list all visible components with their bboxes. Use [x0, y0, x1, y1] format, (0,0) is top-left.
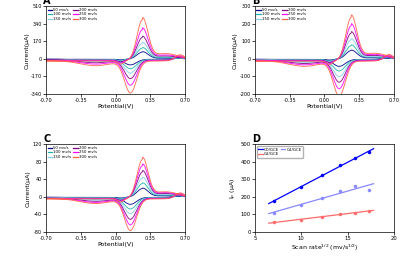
Legend: 50 mv/s, 100 mv/s, 150 mv/s, 200 mv/s, 250 mv/s, 300 mv/s: 50 mv/s, 100 mv/s, 150 mv/s, 200 mv/s, 2…: [47, 8, 98, 21]
Point: [366, 188, 372, 192]
Point: [336, 162, 343, 167]
Legend: G0/GCE, G2/GCE, G1/GCE: G0/GCE, G2/GCE, G1/GCE: [257, 146, 303, 157]
Text: B: B: [252, 0, 259, 6]
Legend: 50 mv/s, 100 mv/s, 150 mv/s, 200 mv/s, 250 mv/s, 300 mv/s: 50 mv/s, 100 mv/s, 150 mv/s, 200 mv/s, 2…: [256, 8, 307, 21]
Point: [352, 211, 358, 215]
Point: [298, 185, 304, 189]
Point: [298, 218, 304, 222]
Point: [271, 199, 277, 203]
Legend: 50 mv/s, 100 mv/s, 150 mv/s, 200 mv/s, 250 mv/s, 300 mv/s: 50 mv/s, 100 mv/s, 150 mv/s, 200 mv/s, 2…: [47, 146, 98, 159]
Point: [319, 215, 325, 219]
Point: [271, 211, 277, 215]
X-axis label: Potential(V): Potential(V): [97, 104, 134, 109]
Text: A: A: [43, 0, 51, 6]
Y-axis label: I$_p$ (μA): I$_p$ (μA): [229, 177, 239, 199]
Point: [319, 196, 325, 200]
X-axis label: Potential(V): Potential(V): [306, 104, 343, 109]
Point: [366, 209, 372, 213]
Point: [336, 212, 343, 217]
Text: C: C: [43, 134, 50, 143]
Point: [352, 156, 358, 161]
Point: [271, 220, 277, 224]
Text: D: D: [252, 134, 260, 143]
Point: [366, 150, 372, 154]
Y-axis label: Current(μA): Current(μA): [233, 32, 238, 69]
Point: [336, 189, 343, 193]
Point: [352, 183, 358, 188]
X-axis label: Potential(V): Potential(V): [97, 242, 134, 247]
Y-axis label: Current(μA): Current(μA): [26, 170, 31, 206]
Point: [298, 203, 304, 207]
X-axis label: Scan rate$^{1/2}$ (mv/s$^{1/2}$): Scan rate$^{1/2}$ (mv/s$^{1/2}$): [291, 242, 358, 253]
Y-axis label: Current(μA): Current(μA): [24, 32, 29, 69]
Point: [319, 173, 325, 177]
